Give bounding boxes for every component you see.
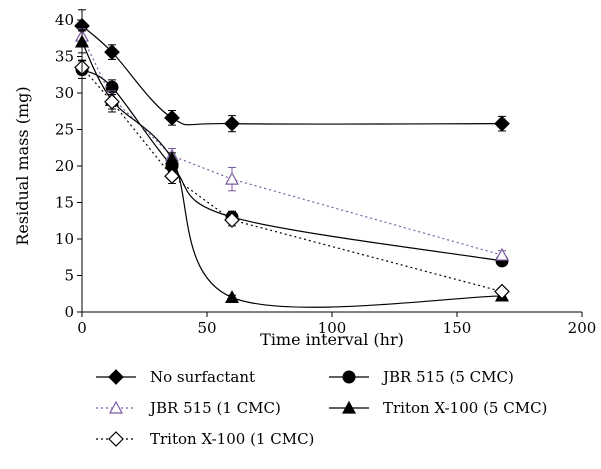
data-point [494,115,510,132]
series-no-surfactant [74,9,510,133]
data-point [224,115,240,132]
data-point [224,212,240,228]
legend-item: No surfactant [96,368,255,386]
series-triton-x-100-5-cmc [74,30,510,308]
series-line [81,41,503,308]
legend-label: Triton X-100 (5 CMC) [383,399,547,417]
series-line [81,35,503,256]
data-point [104,93,120,110]
axes-group [81,20,582,313]
x-tick-label: 50 [197,319,216,337]
x-tick-label: 0 [77,319,87,337]
legend-label: JBR 515 (5 CMC) [381,368,514,386]
x-tick-label: 100 [318,319,347,337]
legend-item: JBR 515 (1 CMC) [96,399,281,417]
data-point [224,290,240,303]
series-triton-x-100-1-cmc [74,59,510,300]
legend-item: JBR 515 (5 CMC) [329,368,514,386]
y-tick-label: 5 [64,267,74,285]
data-point [494,283,510,300]
y-tick-label: 35 [55,48,74,66]
y-tick-label: 15 [55,194,74,212]
series-line [81,67,503,293]
x-tick-label: 150 [443,319,472,337]
y-tick-label: 20 [55,157,74,175]
y-tick-label: 0 [64,303,74,321]
data-point [224,171,240,185]
y-tick-label: 30 [55,84,74,102]
legend-label: Triton X-100 (1 CMC) [150,430,314,448]
series-line [81,69,503,262]
legend-marker [108,431,124,447]
data-point [104,44,120,60]
data-point [164,151,180,165]
legend-item: Triton X-100 (5 CMC) [329,399,547,417]
y-tick-label: 10 [55,230,74,248]
legend-marker [108,369,124,385]
x-axis-title: Time interval (hr) [260,330,404,349]
data-point [164,109,180,126]
legend-marker [341,400,357,414]
x-tick-label: 200 [568,319,597,337]
legend-marker [342,370,356,384]
y-tick-label: 25 [55,121,74,139]
ticks-group: 0 50 100 150 200 0 5 10 15 20 25 30 35 40 [55,11,596,337]
data-point [164,168,180,185]
data-point [494,247,510,261]
series-jbr-515-1-cmc [74,28,510,261]
legend-item: Triton X-100 (1 CMC) [96,430,314,448]
legend-marker [108,400,124,414]
series-jbr-515-5-cmc [75,60,509,268]
legend-label: JBR 515 (1 CMC) [148,399,281,417]
legend-label: No surfactant [150,368,255,386]
legend: No surfactant JBR 515 (5 CMC) JBR 515 (1 C… [96,368,547,448]
plot-series-group [74,9,510,308]
series-line [81,25,503,126]
y-tick-label: 40 [55,11,74,29]
y-axis-title: Residual mass (mg) [13,86,32,245]
